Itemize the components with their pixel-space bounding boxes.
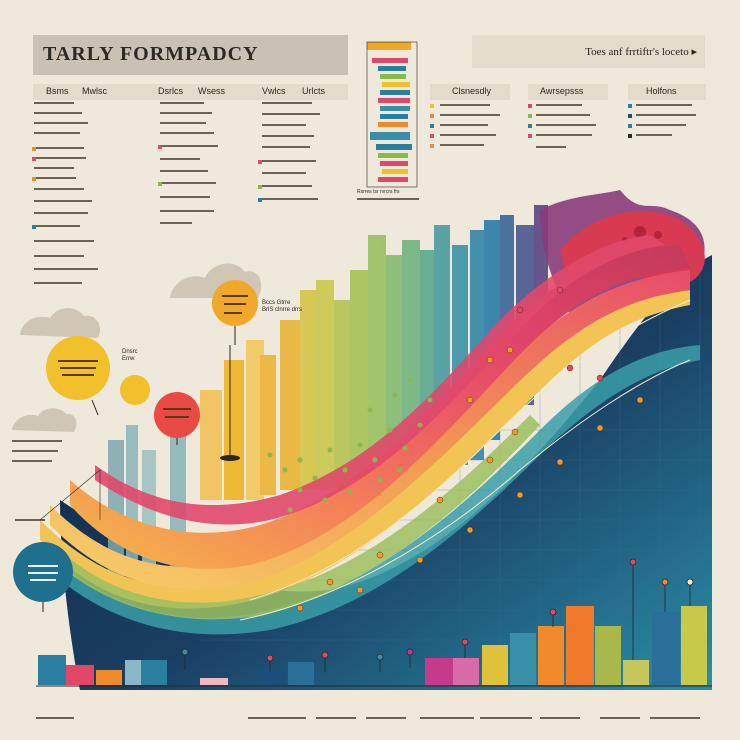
title-banner: TARLY FORMPADCY (33, 35, 348, 75)
left-header-6: Urlcts (302, 86, 325, 96)
left-header-3: Dsrlcs (158, 86, 183, 96)
left-text-list (34, 102, 320, 284)
ribbon-wave-red (95, 235, 665, 525)
mini-chart-caption: Rsrres tsr rvrcrs frs (357, 189, 400, 195)
left-header-5: Vwlcs (262, 86, 286, 96)
trend-line-1 (239, 359, 691, 621)
top-right-banner: Toes anf frrtiftr's loceto ▸ (472, 35, 705, 68)
left-header-4: Wsess (198, 86, 225, 96)
stacked-mini-chart (357, 41, 419, 200)
left-header-1: Bsms (46, 86, 69, 96)
ribbon-wave-pink (70, 245, 690, 569)
right-header-bar-1 (430, 84, 510, 100)
right-text-list (440, 104, 696, 148)
right-header-1: Clsnesdly (452, 86, 492, 96)
left-header-2: Mwlsc (82, 86, 107, 96)
page-title: TARLY FORMPADCY (43, 43, 259, 65)
right-header-2: Awrsepsss (540, 86, 584, 96)
left-header-bar (33, 84, 348, 100)
footer-text-lines (36, 717, 700, 719)
ribbon-wave-green (55, 415, 540, 620)
scatter-dots (267, 377, 433, 513)
ribbon-wave-teal (60, 345, 700, 635)
left-annotation-lines (12, 440, 62, 521)
bottom-bar-chart (36, 606, 712, 687)
trend-line-2 (249, 299, 691, 601)
callout-2: Dnsrc Errw (122, 349, 138, 362)
callout-1: Bccs Gtrre BrlS clnrre drrs (262, 300, 303, 313)
bubble-text-marks (28, 295, 248, 581)
ribbon-wave-orange (50, 270, 690, 589)
right-header-bar-2 (528, 84, 608, 100)
top-right-label: Toes anf frrtiftr's loceto ▸ (585, 46, 697, 58)
list-bullets (32, 104, 632, 229)
bar-pin-markers (181, 558, 694, 672)
right-header-bar-3 (628, 84, 706, 100)
right-header-3: Holfons (646, 86, 677, 96)
trend-dots (296, 286, 644, 612)
